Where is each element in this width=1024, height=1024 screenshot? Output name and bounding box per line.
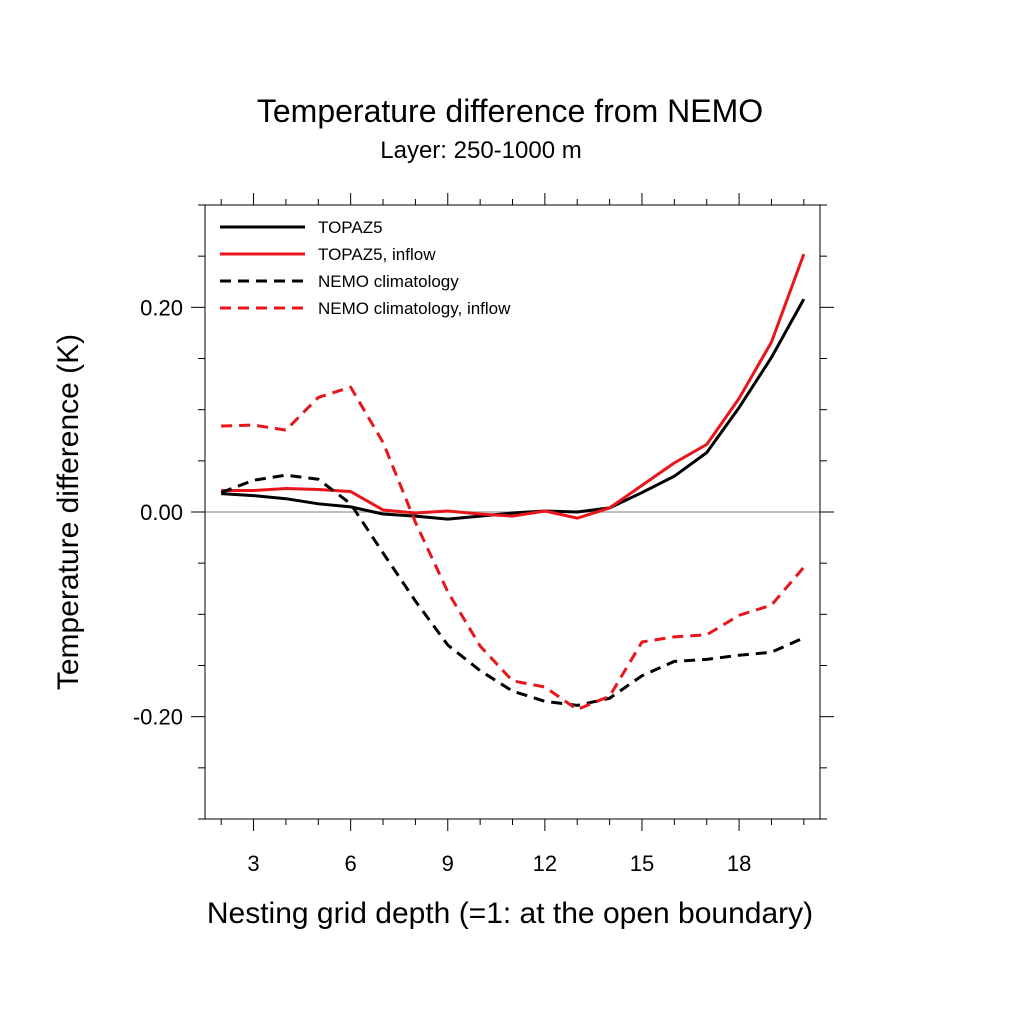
y-tick-label: 0.00 <box>140 500 183 525</box>
series-lines <box>220 253 806 712</box>
axis-ticks <box>191 193 834 831</box>
x-axis-label: Nesting grid depth (=1: at the open boun… <box>207 897 813 930</box>
x-tick-label: 15 <box>630 851 654 876</box>
y-tick-labels: 0.20 0.00 -0.20 <box>133 295 183 729</box>
x-tick-label: 12 <box>533 851 557 876</box>
legend-label-nemo-climatology: NEMO climatology <box>318 272 459 291</box>
series-line-nemo-climatology <box>220 473 805 707</box>
y-axis-label: Temperature difference (K) <box>52 334 85 690</box>
chart-title: Temperature difference from NEMO <box>257 93 763 129</box>
legend-label-topaz5: TOPAZ5 <box>318 218 383 237</box>
y-tick-label: -0.20 <box>133 705 183 730</box>
legend: TOPAZ5 TOPAZ5, inflow NEMO climatology NEMO… <box>220 218 511 318</box>
y-tick-label: 0.20 <box>140 295 183 320</box>
series-line-topaz5-inflow <box>221 253 806 520</box>
x-tick-label: 9 <box>442 851 454 876</box>
legend-label-nemo-climatology-inflow: NEMO climatology, inflow <box>318 299 511 318</box>
x-tick-label: 3 <box>247 851 259 876</box>
plot-frame <box>204 204 821 820</box>
chart-subtitle: Layer: 250-1000 m <box>380 137 581 164</box>
series-line-nemo-climatology-inflow <box>221 385 805 712</box>
x-tick-labels: 3 6 9 12 15 18 <box>247 851 751 876</box>
x-tick-label: 6 <box>345 851 357 876</box>
x-tick-label: 18 <box>727 851 751 876</box>
series-line-topaz5 <box>221 298 806 521</box>
legend-label-topaz5-inflow: TOPAZ5, inflow <box>318 245 436 264</box>
